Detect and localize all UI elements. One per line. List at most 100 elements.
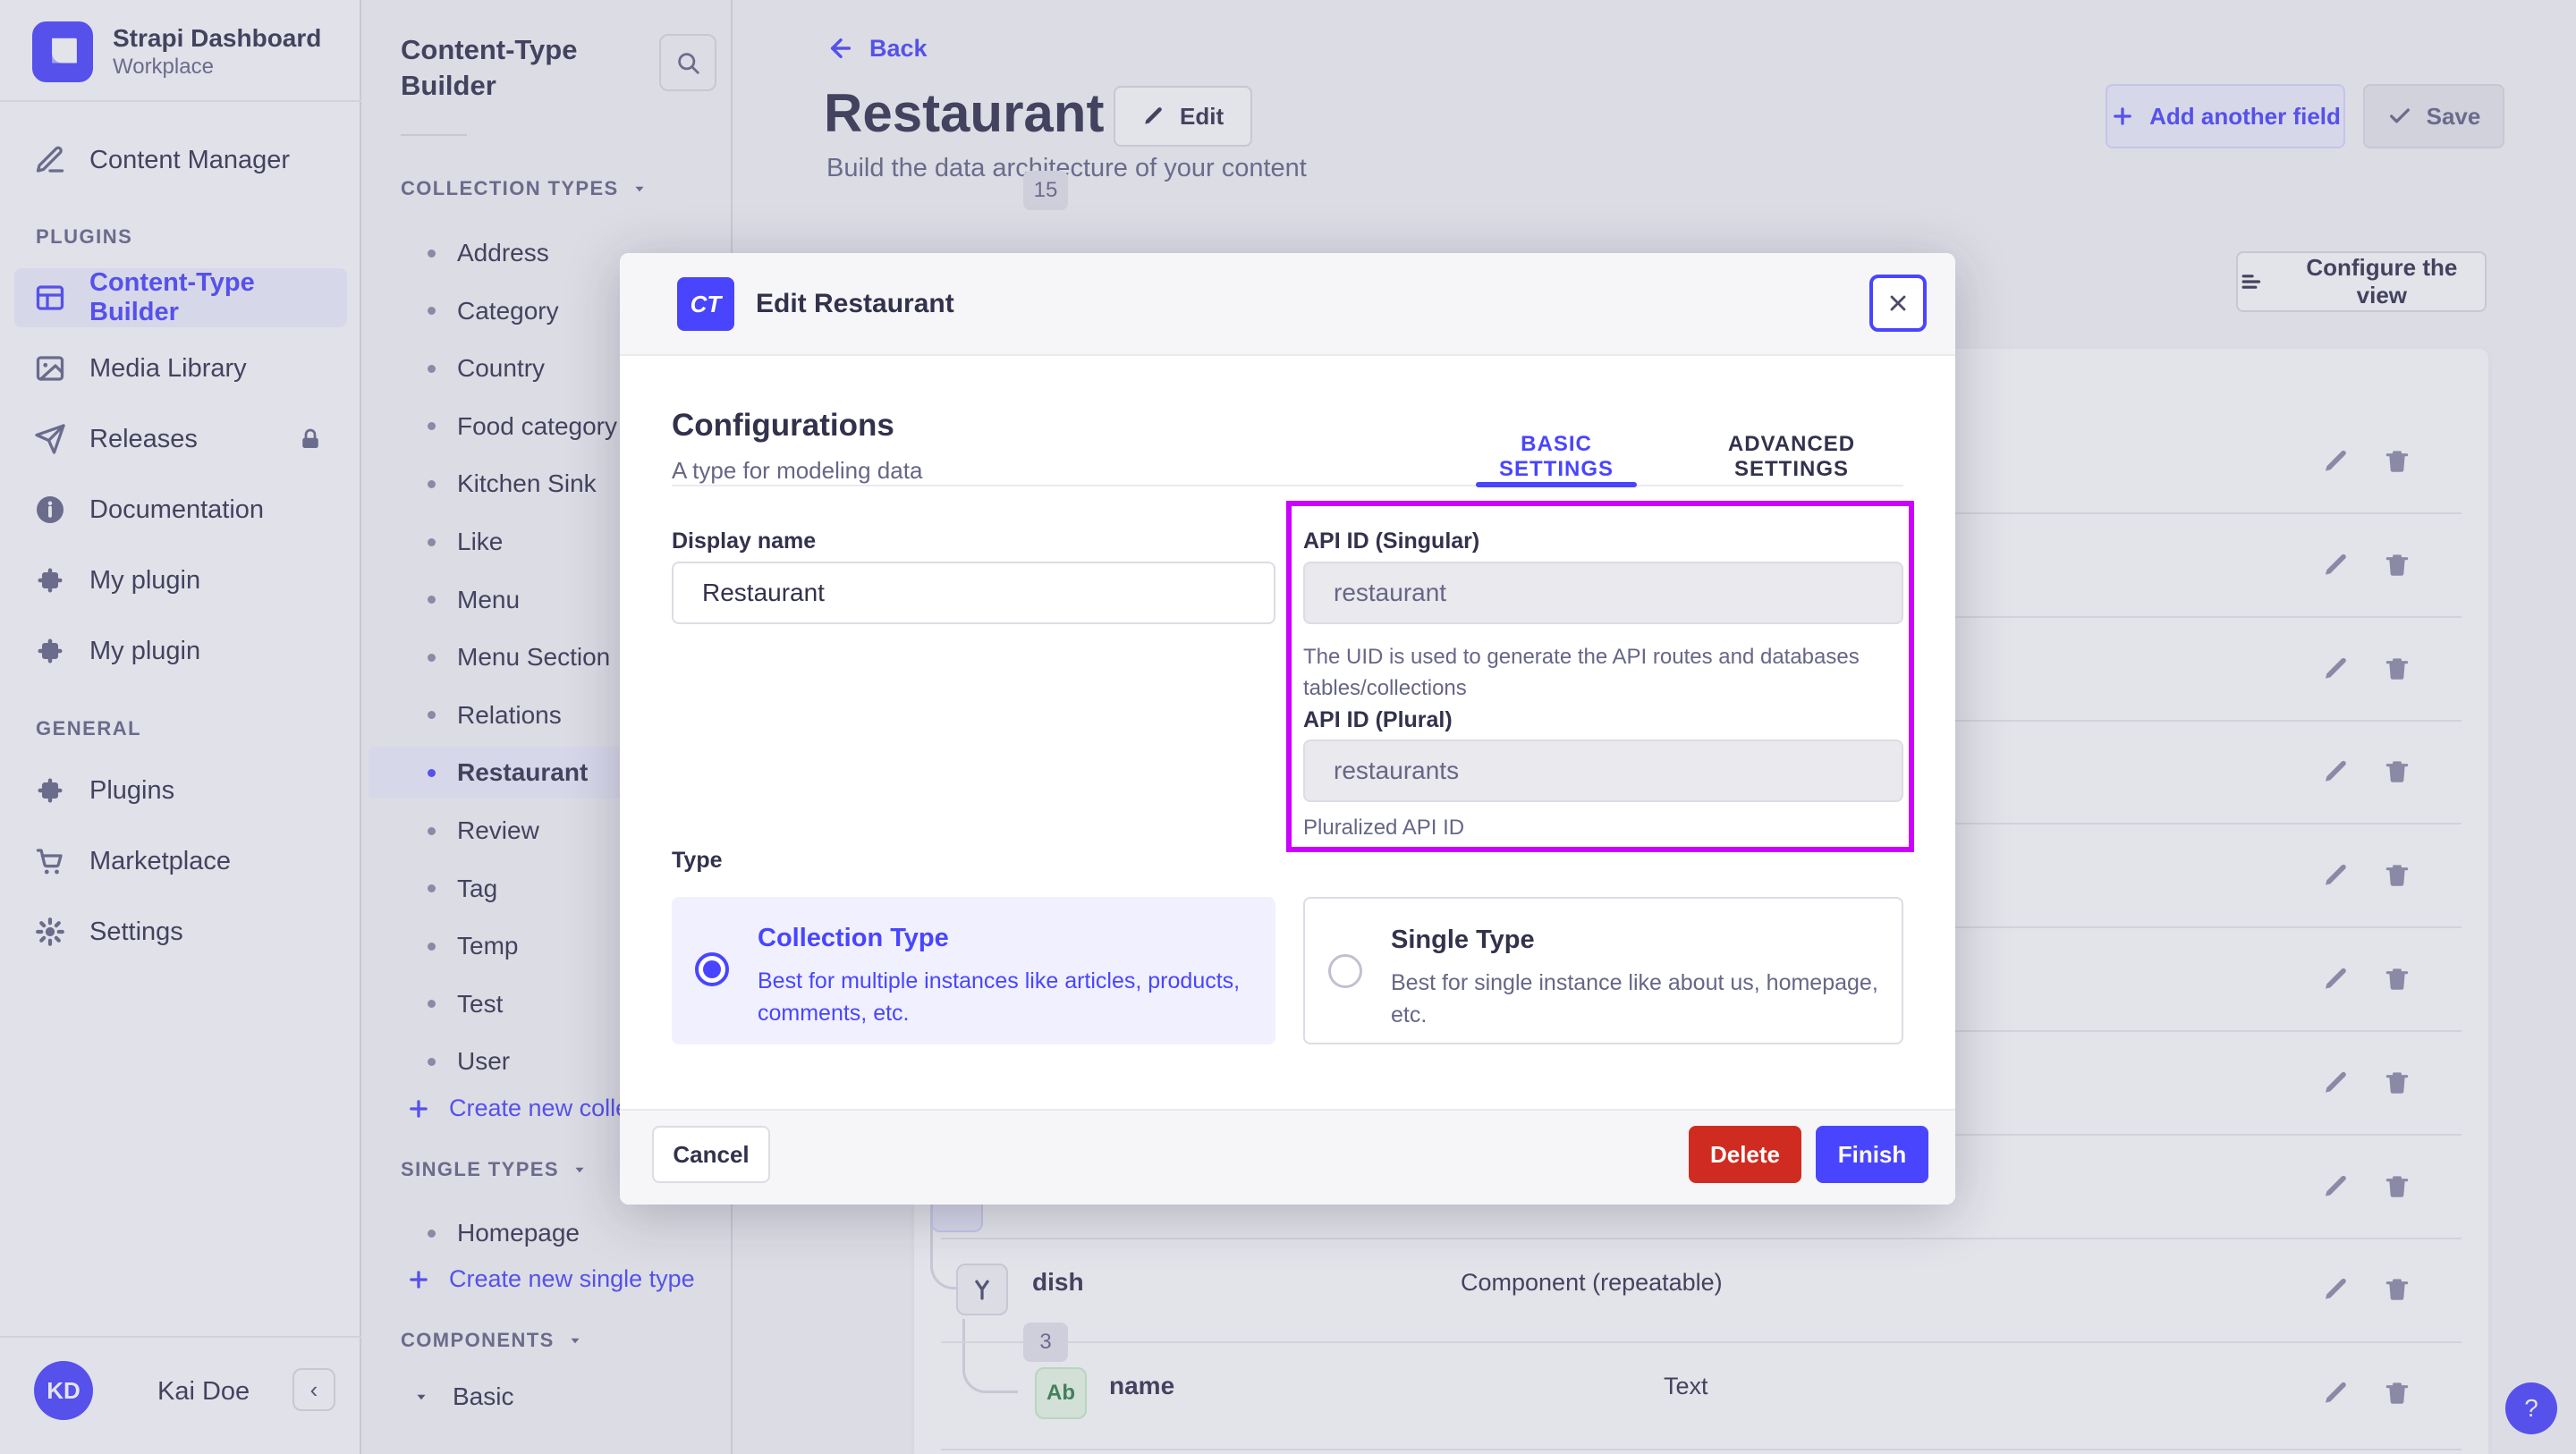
modal-header: CT Edit Restaurant [620,253,1955,356]
single-types-header[interactable]: SINGLE TYPES [401,1158,589,1181]
filter-lines-icon [2238,268,2265,295]
sidebar-item-plugins[interactable]: Plugins [14,761,347,820]
single-type-option[interactable]: Single Type Best for single instance lik… [1303,897,1903,1044]
edit-field-icon[interactable] [2322,1275,2351,1304]
delete-field-icon[interactable] [2383,551,2411,579]
delete-field-icon[interactable] [2383,655,2411,683]
content-type-builder-sidebar: Content-Type Builder COLLECTION TYPES 15… [361,0,1068,1454]
collection-types-header[interactable]: COLLECTION TYPES [401,177,649,200]
tab-advanced-settings[interactable]: ADVANCED SETTINGS [1727,432,1856,481]
finish-button[interactable]: Finish [1816,1126,1928,1183]
edit-field-icon[interactable] [2322,1379,2351,1408]
check-icon [2387,104,2412,129]
component-group-basic[interactable]: Basic [411,1382,513,1411]
collection-type-review[interactable]: Review [369,805,733,857]
edit-field-icon[interactable] [2322,655,2351,683]
sidebar-item-content-manager[interactable]: Content Manager [14,131,347,190]
delete-field-icon[interactable] [2383,965,2411,993]
puzzle-icon [34,635,66,667]
layout-icon [34,282,66,314]
row-actions [2322,861,2411,890]
collection-type-user[interactable]: User [369,1036,733,1087]
edit-button[interactable]: Edit [1114,86,1253,147]
create-single-type-link[interactable]: Create new single type [406,1265,695,1293]
bullet-icon [428,653,436,662]
add-another-field-button[interactable]: Add another field [2106,84,2345,148]
edit-field-icon[interactable] [2322,965,2351,993]
bullet-icon [428,364,436,373]
delete-field-icon[interactable] [2383,1069,2411,1097]
bullet-icon [428,422,436,431]
back-link[interactable]: Back [826,34,928,63]
row-separator [941,1237,2462,1239]
delete-field-icon[interactable] [2383,1379,2411,1408]
edit-field-icon[interactable] [2322,551,2351,579]
collection-type-test[interactable]: Test [369,978,733,1030]
help-button[interactable]: ? [2505,1382,2557,1434]
edit-field-icon[interactable] [2322,447,2351,476]
row-actions [2322,551,2411,579]
close-modal-button[interactable] [1869,275,1927,332]
subnav-divider [401,134,467,136]
collection-type-menu-section[interactable]: Menu Section [369,631,733,683]
sidebar-item-settings[interactable]: Settings [14,902,347,961]
sidebar-item-media-library[interactable]: Media Library [14,339,347,398]
workspace-label: Workplace [113,55,214,79]
sidebar-item-documentation[interactable]: Documentation [14,480,347,539]
collection-type-kitchen-sink[interactable]: Kitchen Sink [369,458,733,510]
tab-basic-settings[interactable]: BASIC SETTINGS [1498,432,1614,481]
api-id-singular-hint: The UID is used to generate the API rout… [1303,645,1860,700]
components-header[interactable]: COMPONENTS [401,1329,585,1352]
edit-field-icon[interactable] [2322,757,2351,786]
radio-unselected-icon [1328,954,1362,988]
edit-field-icon[interactable] [2322,861,2351,890]
modal-title: Edit Restaurant [756,289,954,318]
collapse-sidebar-button[interactable]: ‹ [292,1368,335,1411]
save-button[interactable]: Save [2363,84,2504,148]
edit-field-icon[interactable] [2322,1172,2351,1201]
collection-type-address[interactable]: Address [369,227,733,279]
single-types-label: SINGLE TYPES [401,1158,559,1180]
delete-field-icon[interactable] [2383,1172,2411,1201]
row-actions [2322,447,2411,476]
collection-type-temp[interactable]: Temp [369,920,733,972]
sidebar-item-my-plugin[interactable]: My plugin [14,551,347,610]
delete-field-icon[interactable] [2383,861,2411,890]
delete-field-icon[interactable] [2383,447,2411,476]
edit-field-icon[interactable] [2322,1069,2351,1097]
bullet-icon [428,1000,436,1009]
delete-button[interactable]: Delete [1689,1126,1801,1183]
display-name-input[interactable]: Restaurant [672,562,1275,624]
sidebar-item-releases[interactable]: Releases [14,410,347,469]
field-type: Component (repeatable) [1461,1269,1723,1296]
collection-type-like[interactable]: Like [369,516,733,568]
close-icon [1885,291,1911,316]
field-name: name [1109,1372,1175,1399]
delete-field-icon[interactable] [2383,757,2411,786]
collection-type-menu[interactable]: Menu [369,574,733,626]
sidebar-item-my-plugin[interactable]: My plugin [14,621,347,681]
collection-type-relations[interactable]: Relations [369,689,733,741]
search-button[interactable] [659,34,716,91]
chevron-down-icon [411,1387,431,1407]
modal-footer: Cancel Delete Finish [620,1109,1955,1205]
avatar[interactable]: KD [34,1361,93,1420]
collection-type-tag[interactable]: Tag [369,863,733,915]
sidebar-item-marketplace[interactable]: Marketplace [14,832,347,891]
collection-type-option[interactable]: Collection Type Best for multiple instan… [672,897,1275,1044]
cancel-button[interactable]: Cancel [652,1126,770,1183]
collection-type-category[interactable]: Category [369,285,733,337]
type-label: Type [672,848,723,873]
lock-icon [297,426,324,452]
display-name-label: Display name [672,528,817,554]
option-title: Collection Type [758,924,949,952]
collection-type-country[interactable]: Country [369,342,733,394]
collection-type-food-category[interactable]: Food category [369,401,733,452]
single-type-homepage[interactable]: Homepage [369,1207,733,1259]
delete-field-icon[interactable] [2383,1275,2411,1304]
nav-section-label: PLUGINS [36,225,133,248]
nav-divider [0,1336,361,1338]
sidebar-item-content-type-builder[interactable]: Content-Type Builder [14,268,347,327]
row-actions [2322,1069,2411,1097]
configure-view-button[interactable]: Configure the view [2236,251,2487,312]
